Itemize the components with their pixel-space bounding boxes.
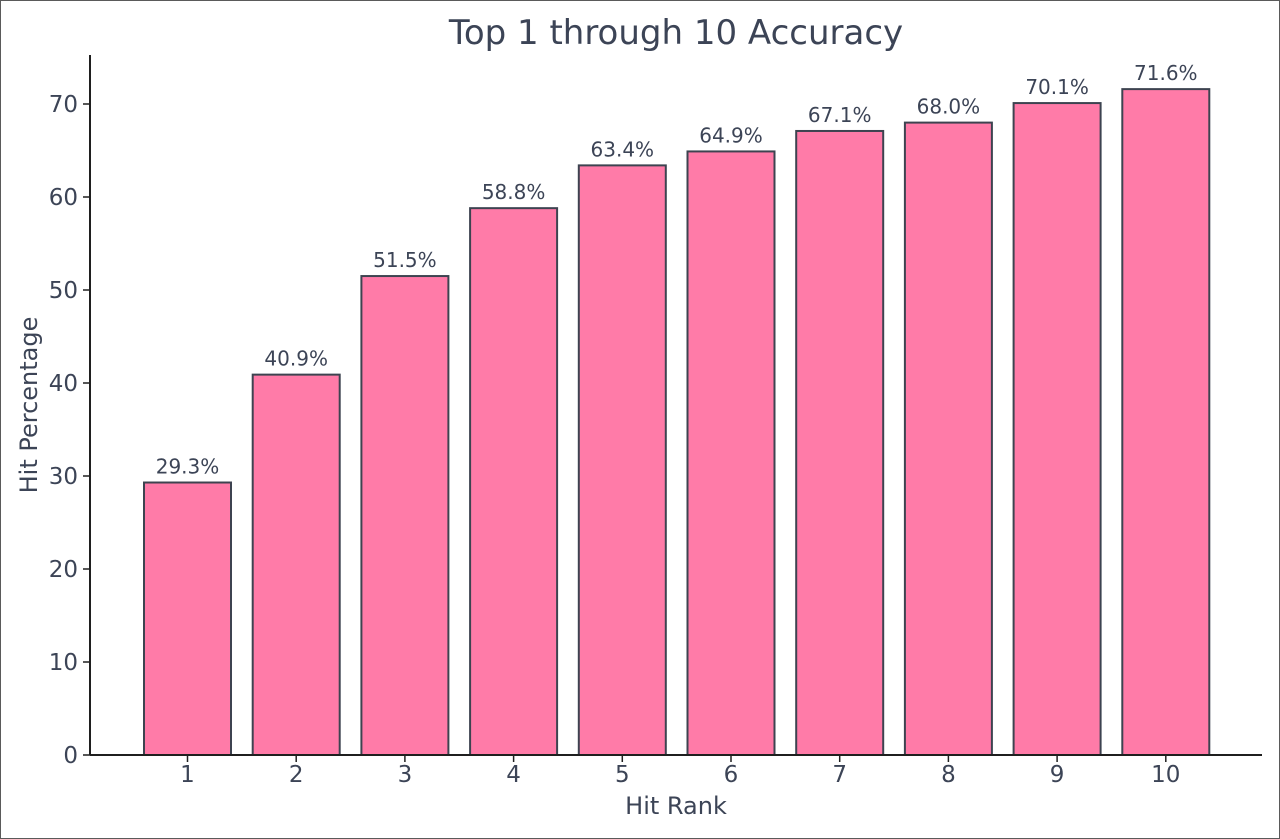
- y-tick-label: 10: [49, 650, 78, 676]
- bar-value-label: 64.9%: [699, 123, 763, 147]
- bar-value-label: 40.9%: [264, 347, 328, 371]
- x-tick-label: 7: [832, 762, 847, 788]
- x-tick-label: 8: [941, 762, 956, 788]
- bar-rank-9: [1012, 102, 1102, 756]
- bar-rank-1: [143, 481, 232, 756]
- bar-value-label: 51.5%: [373, 248, 437, 272]
- x-tick-label: 2: [289, 762, 304, 788]
- y-axis-ticks: 0 10 20 30 40 50 60 70: [49, 92, 90, 769]
- bar-value-label: 68.0%: [917, 95, 981, 119]
- x-tick-label: 10: [1151, 762, 1180, 788]
- bar-rank-6: [686, 150, 776, 756]
- x-tick-label: 4: [506, 762, 521, 788]
- y-tick-label: 30: [49, 464, 78, 490]
- y-tick-label: 20: [49, 557, 78, 583]
- x-tick-label: 3: [398, 762, 413, 788]
- bar-value-label: 63.4%: [591, 137, 655, 161]
- bar-rank-4: [469, 207, 559, 757]
- x-tick-label: 9: [1050, 762, 1065, 788]
- x-axis-ticks: 1 2 3 4 5 6 7 8 9 10: [180, 755, 1180, 788]
- y-tick-label: 50: [49, 278, 78, 304]
- bar-value-label: 67.1%: [808, 103, 872, 127]
- bar-rank-8: [903, 121, 993, 757]
- x-tick-label: 6: [724, 762, 739, 788]
- y-tick-label: 60: [49, 185, 78, 211]
- bar-rank-7: [795, 129, 885, 757]
- bar-rank-5: [577, 164, 667, 756]
- bar-value-label: 71.6%: [1134, 61, 1198, 85]
- bar-value-labels: 29.3% 40.9% 51.5% 58.8% 63.4% 64.9% 67.1% 68.0%…: [156, 61, 1198, 478]
- y-tick-label: 40: [49, 371, 78, 397]
- y-tick-label: 0: [63, 743, 78, 769]
- chart-title: Top 1 through 10 Accuracy: [448, 13, 903, 53]
- bar-rank-2: [251, 373, 341, 756]
- bar-value-label: 29.3%: [156, 455, 220, 479]
- bar-value-label: 70.1%: [1025, 75, 1089, 99]
- bar-rank-3: [360, 275, 450, 756]
- bars: [143, 88, 1211, 757]
- x-axis-label: Hit Rank: [625, 792, 727, 820]
- y-axis-label: Hit Percentage: [15, 317, 43, 494]
- bar-rank-10: [1121, 88, 1211, 757]
- y-tick-label: 70: [49, 92, 78, 118]
- x-tick-label: 5: [615, 762, 630, 788]
- x-tick-label: 1: [180, 762, 195, 788]
- bar-value-label: 58.8%: [482, 180, 546, 204]
